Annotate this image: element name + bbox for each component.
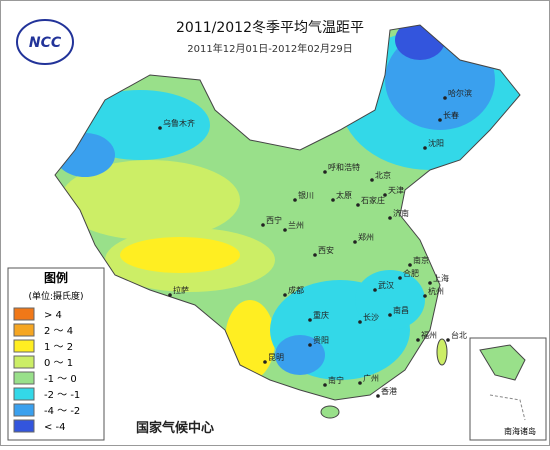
city-dot <box>308 318 312 322</box>
city-label: 贵阳 <box>313 335 329 345</box>
title: 2011/2012冬季平均气温距平 <box>176 20 364 36</box>
city-label: 哈尔滨 <box>448 88 472 98</box>
logo-text: NCC <box>29 35 62 51</box>
legend-swatch <box>13 371 35 385</box>
city-label: 上海 <box>433 273 449 283</box>
city-dot <box>358 320 362 324</box>
legend-label: < -4 <box>44 422 66 433</box>
city-dot <box>408 263 412 267</box>
city-label: 台北 <box>451 330 467 340</box>
city-dot <box>261 223 265 227</box>
subtitle: 2011年12月01日-2012年02月29日 <box>187 42 352 55</box>
legend-label: 1 ～ 2 <box>44 342 73 353</box>
city-label: 南昌 <box>393 305 409 315</box>
city-dot <box>308 343 312 347</box>
city-dot <box>388 313 392 317</box>
city-label: 重庆 <box>313 310 329 320</box>
hainan <box>320 405 340 419</box>
legend-swatch <box>13 355 35 369</box>
city-label: 杭州 <box>428 286 444 296</box>
city-dot <box>263 360 267 364</box>
legend-swatch <box>13 403 35 417</box>
footer: 国家气候中心 <box>136 420 214 436</box>
city-dot <box>376 394 380 398</box>
city-label: 呼和浩特 <box>328 162 360 172</box>
city-dot <box>358 381 362 385</box>
city-label: 福州 <box>421 331 437 340</box>
city-label: 南宁 <box>328 375 344 385</box>
city-dot <box>438 118 442 122</box>
city-label: 南京 <box>413 255 429 265</box>
inset: 南海诸岛 <box>469 337 547 441</box>
legend-swatch <box>13 307 35 321</box>
city-dot <box>370 178 374 182</box>
city-dot <box>423 294 427 298</box>
city-dot <box>293 198 297 202</box>
city-dot <box>446 338 450 342</box>
legend-swatch <box>13 339 35 353</box>
city-dot <box>313 253 317 257</box>
city-dot <box>283 293 287 297</box>
city-label: 乌鲁木齐 <box>163 118 195 128</box>
city-dot <box>323 383 327 387</box>
city-dot <box>323 170 327 174</box>
legend-swatch <box>13 323 35 337</box>
city-label: 香港 <box>381 386 397 396</box>
legend-label: -1 ～ 0 <box>44 374 77 385</box>
city-label: 沈阳 <box>428 138 444 148</box>
city-dot <box>383 193 387 197</box>
city-label: 广州 <box>363 373 379 383</box>
city-label: 太原 <box>336 190 352 200</box>
city-label: 拉萨 <box>173 285 189 295</box>
city-dot <box>428 281 432 285</box>
taiwan <box>436 338 448 366</box>
city-dot <box>388 216 392 220</box>
city-label: 昆明 <box>268 353 284 362</box>
city-label: 北京 <box>375 170 391 180</box>
city-label: 成都 <box>288 285 304 295</box>
city-label: 天津 <box>388 185 404 195</box>
city-dot <box>423 146 427 150</box>
legend-title: 图例 <box>44 270 68 285</box>
city-label: 长沙 <box>363 312 379 322</box>
city-label: 长春 <box>443 110 459 120</box>
city-dot <box>331 198 335 202</box>
city-dot <box>356 203 360 207</box>
city-dot <box>283 228 287 232</box>
city-label: 西安 <box>318 245 334 255</box>
city-label: 武汉 <box>378 280 394 290</box>
city-dot <box>353 240 357 244</box>
legend-swatch <box>13 419 35 433</box>
legend-unit: (单位:摄氏度) <box>28 290 83 302</box>
city-label: 西宁 <box>266 215 282 225</box>
city-label: 石家庄 <box>361 195 385 205</box>
legend-label: > 4 <box>44 310 62 321</box>
city-label: 银川 <box>298 190 314 200</box>
city-dot <box>416 338 420 342</box>
city-dot <box>443 96 447 100</box>
inset-label: 南海诸岛 <box>504 426 536 436</box>
legend-label: -4 ～ -2 <box>44 406 80 417</box>
logo: NCC <box>16 19 74 65</box>
city-label: 济南 <box>393 208 409 218</box>
city-label: 兰州 <box>288 220 304 230</box>
legend-swatch <box>13 387 35 401</box>
legend-label: -2 ～ -1 <box>44 390 80 401</box>
legend-label: 0 ～ 1 <box>44 358 73 369</box>
city-dot <box>158 126 162 130</box>
legend-label: 2 ～ 4 <box>44 326 73 337</box>
legend: 图例 (单位:摄氏度) > 4 2 ～ 4 1 ～ 2 0 ～ 1 -1 ～ 0 -2 ～… <box>7 267 105 441</box>
city-dot <box>398 276 402 280</box>
city-dot <box>168 293 172 297</box>
city-label: 郑州 <box>358 232 374 242</box>
city-label: 合肥 <box>403 268 419 278</box>
city-dot <box>373 288 377 292</box>
